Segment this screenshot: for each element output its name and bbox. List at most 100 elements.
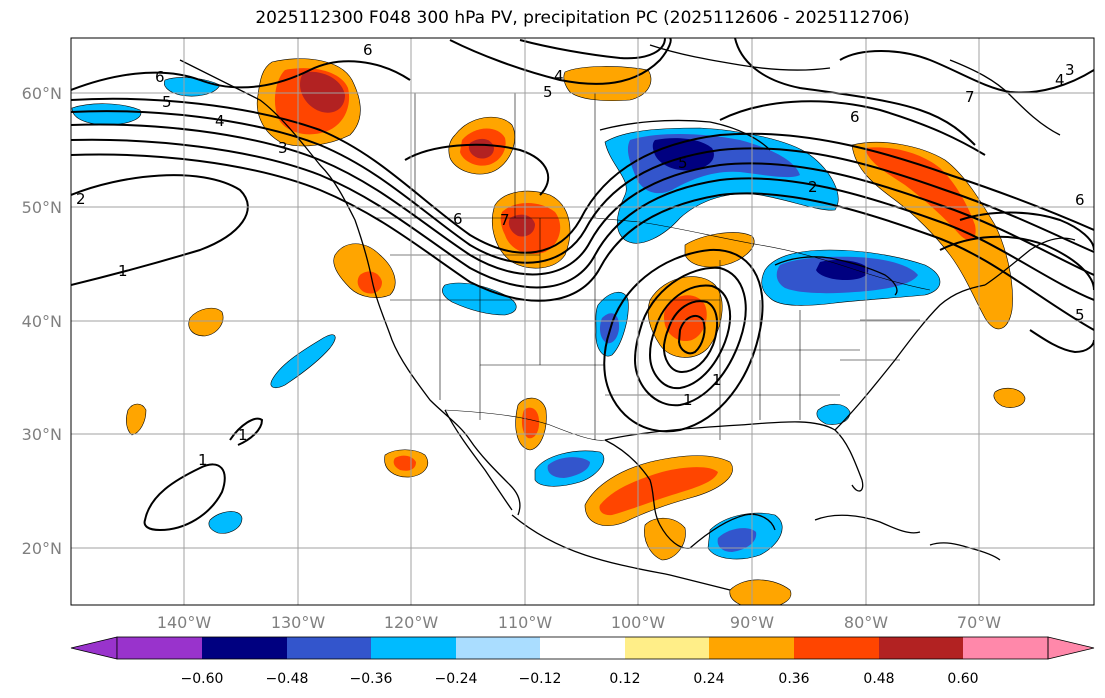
- contour-label: 3: [278, 139, 288, 157]
- border: [444, 409, 606, 441]
- colorbar: [70, 636, 1095, 660]
- colorbar-segment: [371, 637, 456, 659]
- coastline: [984, 237, 1076, 286]
- precip-strong-negative-area: [547, 457, 590, 478]
- coastline: [599, 119, 771, 151]
- lon-label: 140°W: [157, 613, 212, 632]
- coastline: [444, 409, 513, 511]
- contour-label: 4: [1055, 71, 1065, 89]
- pv-contour-line: [71, 110, 1094, 264]
- pv-contour-line: [71, 123, 1094, 276]
- coastline: [814, 514, 921, 534]
- colorbar-segment: [794, 637, 879, 659]
- colorbar-ticks: −0.60 −0.48 −0.36 −0.24 −0.12 0.12 0.24 …: [181, 671, 979, 687]
- pv-contour-line: [404, 143, 550, 196]
- colorbar-tick-label: 0.60: [947, 671, 978, 687]
- colorbar-extend-max: [1047, 636, 1095, 660]
- pv-contour-line: [662, 300, 719, 374]
- lat-label: 50°N: [22, 198, 62, 217]
- colorbar-tick-label: −0.36: [350, 671, 393, 687]
- pv-contour-line: [71, 153, 1094, 331]
- colorbar-segment: [709, 637, 794, 659]
- lon-label: 100°W: [611, 613, 666, 632]
- contour-label: 6: [1075, 191, 1085, 209]
- colorbar-tick-label: 0.48: [863, 671, 894, 687]
- precip-positive-area: [188, 307, 224, 337]
- lon-label: 80°W: [844, 613, 888, 632]
- map-title: 2025112300 F048 300 hPa PV, precipitatio…: [255, 8, 910, 28]
- precip-positive-area: [729, 579, 792, 605]
- precip-negative-area: [208, 511, 243, 534]
- coastline: [604, 439, 691, 549]
- pv-contour-line: [648, 284, 732, 390]
- colorbar-segment: [540, 637, 625, 659]
- precip-strong-area: [664, 295, 707, 342]
- pv-contour-line: [143, 463, 226, 532]
- pv-contour-line: [677, 314, 706, 355]
- pv-contour-line: [959, 211, 1094, 251]
- colorbar-segment: [625, 637, 709, 659]
- precip-positive-area: [644, 517, 686, 561]
- political-borders: [375, 93, 931, 441]
- lon-label: 110°W: [498, 613, 553, 632]
- pv-contour-line: [734, 38, 976, 146]
- coastline: [511, 514, 731, 591]
- contour-labels: 6 6 5 5 4 6 4 3 2 1 7 6 5 2 1 1 1 1 4 3 …: [76, 41, 1085, 469]
- contour-label: 1: [712, 371, 722, 389]
- precip-strong-area: [865, 147, 976, 241]
- contour-label: 1: [238, 426, 248, 444]
- lat-label: 40°N: [22, 312, 62, 331]
- colorbar-tick-label: −0.24: [435, 671, 478, 687]
- lat-label: 20°N: [22, 539, 62, 558]
- contour-label: 1: [118, 262, 128, 280]
- contour-label: 1: [198, 451, 208, 469]
- coastline: [774, 256, 898, 296]
- colorbar-tick-label: 0.36: [778, 671, 809, 687]
- pv-contour-line: [839, 50, 1094, 94]
- coastline: [604, 421, 864, 492]
- lon-label: 130°W: [271, 613, 326, 632]
- coastline: [649, 44, 831, 71]
- contour-label: 6: [453, 210, 463, 228]
- precip-max-area: [508, 214, 535, 237]
- precip-strong-area: [393, 455, 416, 471]
- precip-strong-area: [521, 407, 540, 439]
- colorbar-outline: [116, 636, 1049, 660]
- precip-negative-area: [442, 282, 517, 316]
- precip-positive-area: [993, 387, 1026, 408]
- contour-label: 6: [155, 68, 165, 86]
- map-frame: [70, 37, 1095, 606]
- graticule: [71, 38, 1094, 605]
- contour-label: 5: [1075, 306, 1085, 324]
- pv-contour-line: [229, 417, 264, 446]
- lon-label: 70°W: [957, 613, 1001, 632]
- lat-label: 30°N: [22, 425, 62, 444]
- colorbar-tick-label: 0.12: [609, 671, 640, 687]
- contour-label: 5: [543, 83, 553, 101]
- contour-label: 3: [1065, 61, 1075, 79]
- precip-strong-area: [357, 271, 382, 294]
- pv-contour-line: [633, 266, 747, 407]
- precip-positive-area: [126, 403, 147, 436]
- contour-label: 2: [76, 190, 86, 208]
- lon-label: 120°W: [384, 613, 439, 632]
- pv-contour-line: [939, 235, 1094, 291]
- colorbar-segment: [202, 637, 287, 659]
- pv-contour-line: [71, 174, 249, 286]
- precip-negative-area: [71, 103, 142, 126]
- pv-contour-line: [1029, 329, 1094, 354]
- colorbar-tick-label: −0.12: [519, 671, 562, 687]
- precip-strong-area: [599, 467, 718, 516]
- pv-contour-line: [71, 60, 411, 91]
- contour-label: 4: [215, 112, 225, 130]
- coastline: [689, 513, 776, 549]
- colorbar-segment: [456, 637, 540, 659]
- colorbar-segment: [963, 637, 1048, 659]
- precip-negative-area: [816, 403, 851, 425]
- contour-label: 5: [678, 154, 688, 172]
- pv-contour-line: [603, 248, 764, 433]
- contour-label: 6: [363, 41, 373, 59]
- latitude-labels: 60°N 50°N 40°N 30°N 20°N: [22, 84, 62, 558]
- precip-strong-negative-area: [717, 528, 757, 552]
